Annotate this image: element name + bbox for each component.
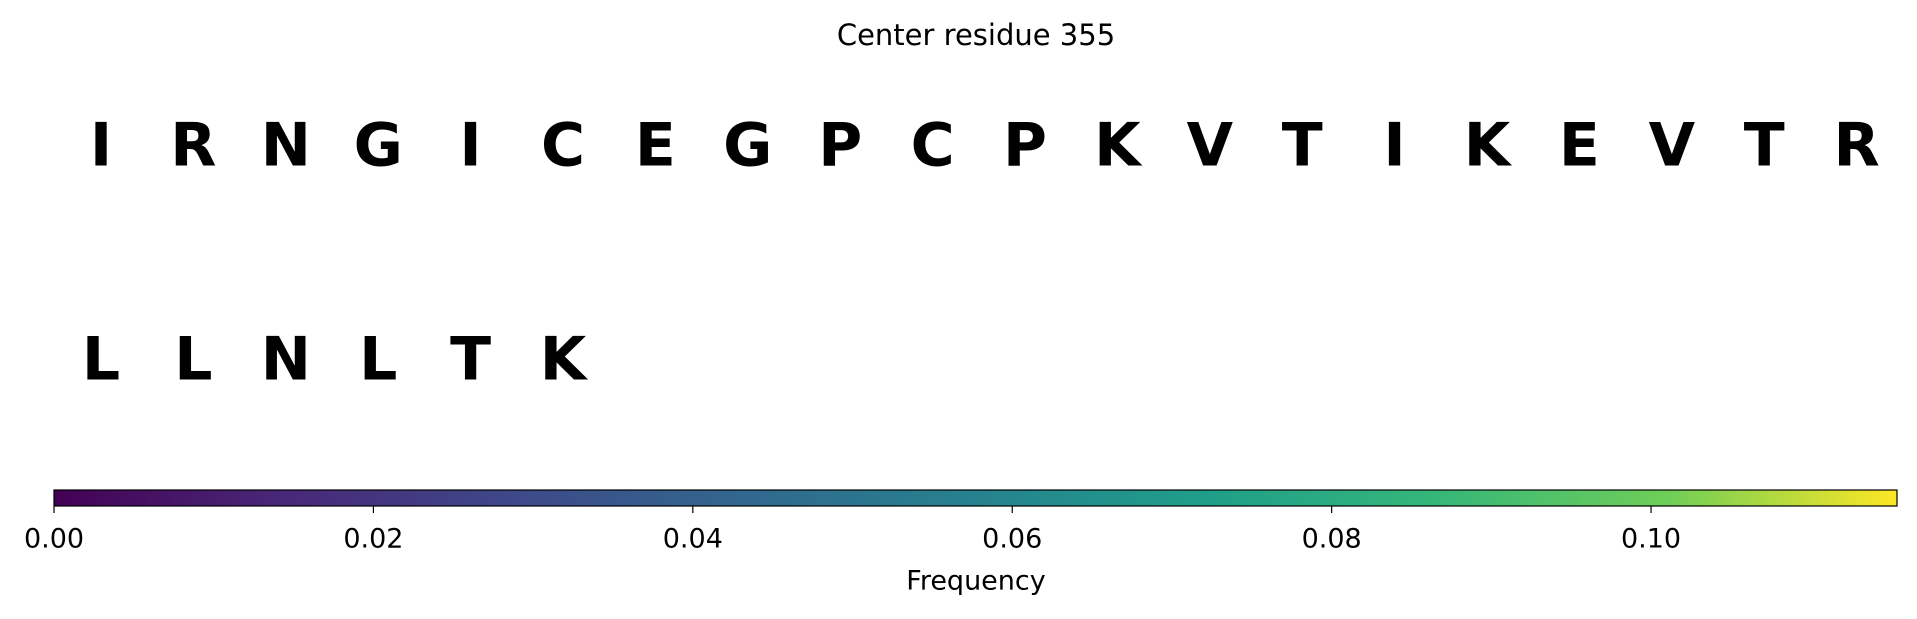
residue-letter: I — [459, 111, 481, 181]
residue-letter: E — [1559, 111, 1600, 181]
colorbar-tick-label: 0.08 — [1302, 524, 1362, 555]
residue-letter: P — [818, 111, 862, 181]
residue-letter: N — [261, 325, 311, 395]
colorbar-tick-label: 0.10 — [1621, 524, 1681, 555]
colorbar-tick-label: 0.04 — [663, 524, 723, 555]
residue-letter: R — [170, 111, 216, 181]
residue-letter: T — [1744, 111, 1785, 181]
residue-letter: I — [1383, 111, 1405, 181]
colorbar-tick-label: 0.02 — [343, 524, 403, 555]
residue-letter: L — [174, 325, 212, 395]
residue-letter: N — [261, 111, 311, 181]
colorbar-tick-label: 0.00 — [24, 524, 84, 555]
colorbar-tick-label: 0.06 — [982, 524, 1042, 555]
colorbar — [53, 489, 1898, 507]
residue-letter: L — [359, 325, 397, 395]
residue-letter: T — [1282, 111, 1323, 181]
residue-letter: L — [82, 325, 120, 395]
residue-letter: I — [90, 111, 112, 181]
residue-letter: K — [540, 325, 589, 395]
colorbar-label: Frequency — [906, 566, 1046, 597]
residue-letter: G — [723, 111, 772, 181]
residue-letter: T — [450, 325, 491, 395]
residue-letter: K — [1464, 111, 1513, 181]
chart-title: Center residue 355 — [837, 18, 1115, 52]
residue-letter: K — [1094, 111, 1143, 181]
residue-letter: C — [911, 111, 955, 181]
residue-letter: V — [1649, 111, 1696, 181]
residue-letter: G — [354, 111, 403, 181]
residue-letter: V — [1187, 111, 1234, 181]
residue-letter: P — [1003, 111, 1047, 181]
residue-letter: C — [541, 111, 585, 181]
residue-letter: R — [1833, 111, 1879, 181]
residue-letter: E — [635, 111, 676, 181]
